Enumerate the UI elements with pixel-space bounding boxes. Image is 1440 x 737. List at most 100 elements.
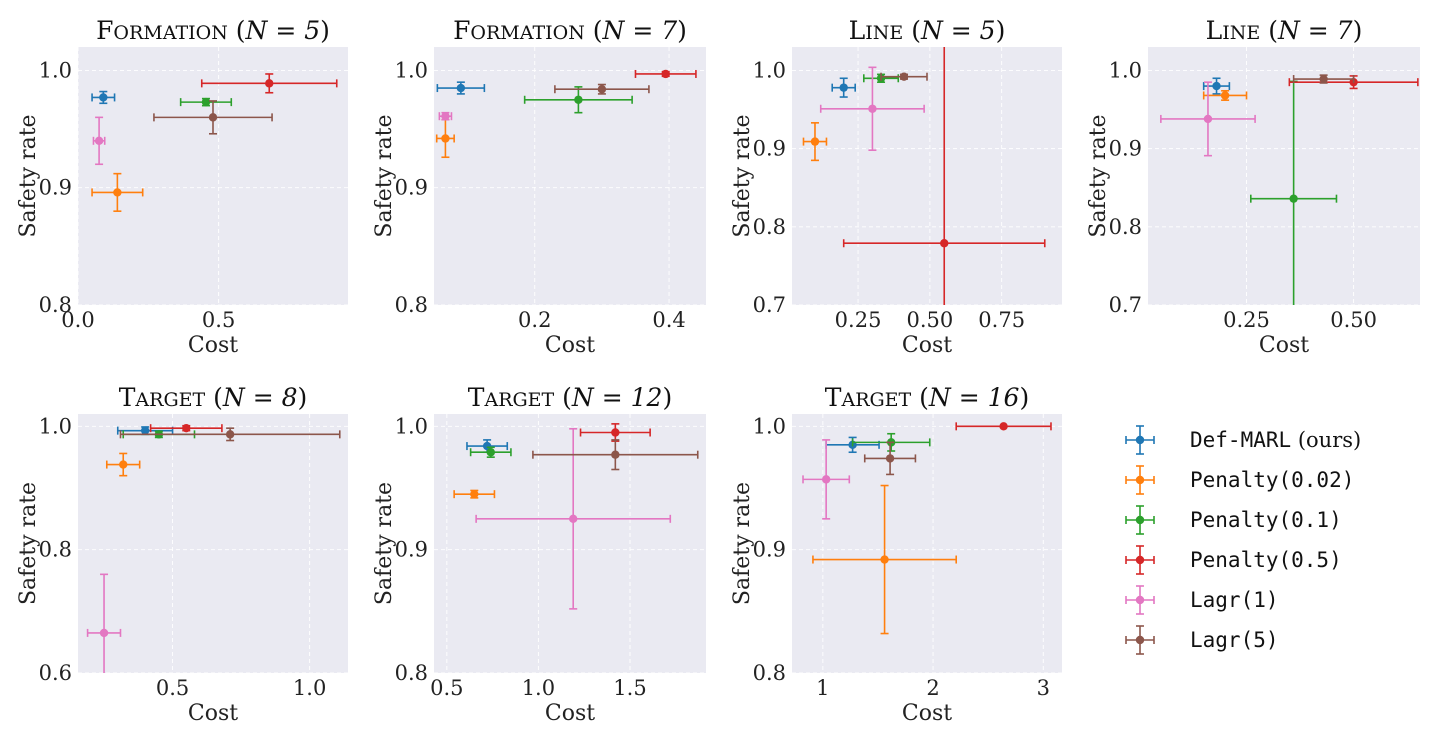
data-marker [201,97,211,107]
point-pen01 [179,97,233,107]
data-marker [821,475,831,484]
point-lagr1 [438,111,453,121]
x-axis-label: Cost [545,333,595,358]
y-axis-label: Safety rate [730,114,755,237]
x-axis-label: Cost [1259,333,1309,358]
y-axis-label: Safety rate [372,482,397,605]
legend-label: Def-MARL (ours) [1190,428,1361,452]
point-lagr5 [880,72,928,81]
y-tick-label: 1.0 [1109,58,1142,82]
panel-title: LINE (N = 7) [1206,16,1363,45]
data-marker [182,423,191,433]
legend-label-main: Lagr(1) [1190,588,1279,612]
grid [77,47,348,306]
title-n: N = 7 [602,16,678,45]
x-tick-label: 3 [1037,676,1050,700]
data-marker [1289,194,1298,203]
point-lagr1 [92,116,106,166]
y-tick-label: 1.0 [39,58,72,82]
data-marker [574,95,583,104]
data-points [802,422,1052,635]
point-pen002 [91,172,144,212]
x-axis-label: Cost [902,333,952,358]
point-pen05 [149,423,223,433]
title-paren-close: ) [996,16,1006,45]
y-tick-label: 0.8 [1109,215,1142,239]
title-env-initial: T [468,383,485,412]
legend-marker [1135,595,1145,605]
title-n: N = 16 [928,383,1020,412]
data-marker [208,113,218,122]
title-paren-open: ( [1260,16,1278,45]
y-tick-label: 1.0 [753,414,786,438]
y-tick-label: 0.8 [753,215,786,239]
plot-area [78,47,348,305]
grid [434,414,706,674]
panel-7: 1 2 3 0.8 0.9 1.0 Cost Safety rate TARGET (N = 1… [730,383,1062,726]
y-axis-label: Safety rate [372,114,397,237]
data-marker [1203,114,1213,124]
data-marker [880,555,889,564]
y-tick-label: 0.9 [395,176,428,200]
title-env-rest: ARGET [840,389,911,411]
point-lagr5 [1292,74,1355,84]
panel-2: 0.2 0.4 0.8 0.9 1.0 Cost Safety rate FORMATION … [372,16,706,358]
y-tick-label: 0.8 [395,293,428,317]
legend-label: Penalty(0.1) [1190,508,1342,532]
point-lagr1 [86,573,122,673]
title-paren-close: ) [1353,16,1363,45]
data-marker [94,136,104,146]
x-axis-label: Cost [188,333,238,358]
legend-label-main: Penalty(0.5) [1190,548,1342,572]
point-defmarl [436,81,486,95]
point-pen002 [812,484,958,635]
title-paren-open: ( [903,16,921,45]
legend-marker [1135,555,1145,565]
point-pen05 [955,422,1052,431]
data-marker [441,111,450,121]
y-tick-label: 0.6 [39,661,72,685]
point-pen002 [1202,89,1248,101]
plot-area [78,414,348,673]
y-tick-label: 0.9 [39,176,72,200]
legend-item-pen002: Penalty(0.02) [1125,465,1354,495]
legend-item-defmarl: Def-MARL (ours) [1125,425,1361,455]
point-pen05 [842,47,1046,305]
data-points [1160,74,1419,305]
panel-title: TARGET (N = 8) [119,383,308,412]
data-points [453,423,699,610]
data-marker [661,69,670,79]
legend: Def-MARL (ours) Penalty(0.02) Penalty(0.1)… [1125,425,1361,655]
y-tick-label: 0.7 [753,293,786,317]
x-tick-label: 0.2 [518,308,551,332]
point-lagr5 [119,427,341,442]
panel-5: 0.5 1.0 0.6 0.8 1.0 Cost Safety rate TARGET (N … [16,383,348,726]
y-tick-label: 0.9 [753,137,786,161]
data-marker [470,489,479,499]
panel-title: LINE (N = 5) [849,16,1006,45]
title-paren-open: ( [554,383,572,412]
title-env-initial: T [825,383,842,412]
legend-item-lagr1: Lagr(1) [1125,585,1279,615]
x-tick-label: 2 [926,676,939,700]
y-tick-label: 0.9 [395,538,428,562]
x-tick-label: 0.25 [1223,308,1270,332]
point-pen01 [469,446,512,458]
title-env-initial: T [119,383,136,412]
title-n: N = 12 [571,383,663,412]
data-marker [1212,81,1221,91]
y-axis-label: Safety rate [730,482,755,605]
panel-title: FORMATION (N = 7) [453,16,687,45]
y-axis-label: Safety rate [16,114,41,237]
data-marker [441,134,450,143]
point-pen002 [453,489,496,499]
x-tick-label: 0.0 [61,308,94,332]
panel-3: 0.25 0.50 0.75 0.7 0.8 0.9 1.0 Cost Safety rate L… [730,16,1062,358]
x-tick-label: 1.5 [613,676,646,700]
legend-label: Penalty(0.5) [1190,548,1342,572]
point-lagr5 [863,441,917,476]
x-tick-label: 0.50 [1330,308,1377,332]
panel-1: 0.0 0.5 0.8 0.9 1.0 Cost Safety rate FORMATION … [16,16,348,358]
plot-area [1148,47,1420,305]
